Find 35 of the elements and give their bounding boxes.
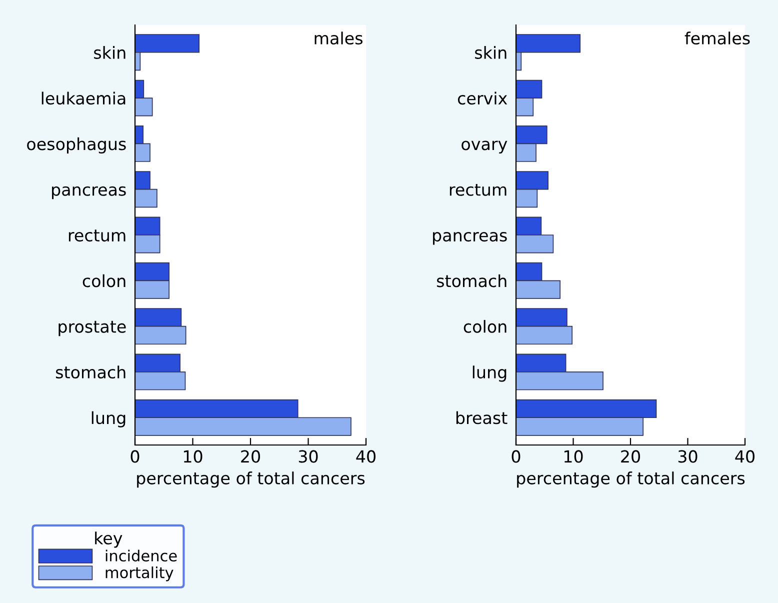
- y-tick-label: colon: [464, 320, 506, 333]
- y-tick-label: colon: [82, 274, 126, 288]
- y-tick-label: stomach: [436, 274, 506, 288]
- x-tick-label: 10: [184, 450, 202, 463]
- y-tick-label: prostate: [58, 320, 126, 336]
- y-tick-label: pancreas: [433, 232, 507, 245]
- x-tick-label: 20: [621, 450, 640, 463]
- x-tick-label: 40: [356, 450, 376, 463]
- y-tick-label: oesophagus: [27, 137, 126, 154]
- x-tick-label: 10: [564, 450, 583, 463]
- x-tick-label: 40: [735, 450, 754, 463]
- y-tick-label: rectum: [68, 230, 126, 242]
- chart-title: males: [314, 32, 362, 45]
- y-tick-label: pancreas: [52, 186, 126, 200]
- x-tick-label: 20: [241, 450, 260, 463]
- x-axis-title: percentage of total cancers: [517, 472, 745, 488]
- x-axis-title: percentage of total cancers: [137, 472, 365, 488]
- legend-label: incidence: [106, 550, 177, 562]
- y-tick-label: stomach: [56, 366, 126, 379]
- x-tick-label: 30: [298, 450, 318, 463]
- y-tick-label: leukaemia: [42, 92, 126, 105]
- y-tick-label: skin: [475, 46, 506, 59]
- y-tick-label: skin: [94, 46, 126, 59]
- y-tick-label: rectum: [450, 184, 506, 196]
- y-tick-label: breast: [456, 411, 508, 424]
- y-tick-label: lung: [472, 366, 506, 382]
- y-tick-label: cervix: [458, 92, 508, 105]
- x-tick-label: 0: [512, 450, 520, 463]
- chart-title: females: [684, 32, 750, 45]
- x-tick-label: 30: [678, 450, 698, 463]
- legend-title: key: [95, 532, 122, 548]
- x-tick-label: 0: [130, 450, 140, 463]
- legend-label: mortality: [106, 566, 174, 582]
- y-tick-label: ovary: [462, 140, 508, 154]
- y-tick-label: lung: [92, 411, 126, 428]
